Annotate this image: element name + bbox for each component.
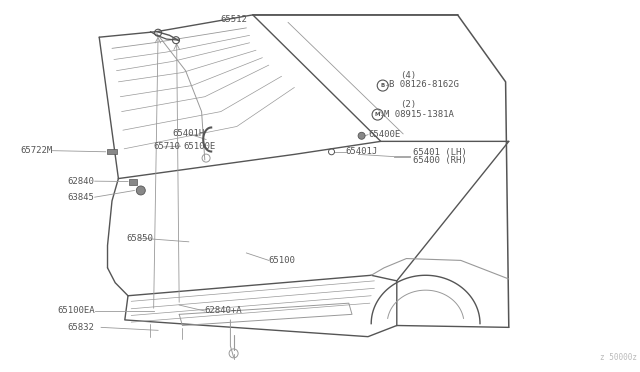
Text: (4): (4) xyxy=(400,71,416,80)
Bar xyxy=(129,179,137,185)
Text: 65401J: 65401J xyxy=(346,147,378,156)
Text: 65512: 65512 xyxy=(220,15,247,24)
Text: 62840: 62840 xyxy=(68,177,95,186)
Text: 65400 (RH): 65400 (RH) xyxy=(413,156,467,165)
Text: 65850: 65850 xyxy=(126,234,153,243)
Bar xyxy=(107,149,117,154)
Text: 63845: 63845 xyxy=(68,193,95,202)
Circle shape xyxy=(136,186,145,195)
Text: 65401 (LH): 65401 (LH) xyxy=(413,148,467,157)
Text: B 08126-8162G: B 08126-8162G xyxy=(389,80,459,89)
Text: 65100E: 65100E xyxy=(184,142,216,151)
Text: 65832: 65832 xyxy=(68,323,95,332)
Text: 65710: 65710 xyxy=(154,142,180,151)
Circle shape xyxy=(358,132,365,139)
Text: (2): (2) xyxy=(400,100,416,109)
Text: 65100EA: 65100EA xyxy=(57,307,95,315)
Text: 65401H: 65401H xyxy=(173,129,205,138)
Text: 65722M: 65722M xyxy=(20,146,52,155)
Text: 62840+A: 62840+A xyxy=(205,307,243,315)
Text: M 08915-1381A: M 08915-1381A xyxy=(384,110,454,119)
Text: 65100: 65100 xyxy=(269,256,296,265)
Text: M: M xyxy=(375,112,380,117)
Text: z 50000z: z 50000z xyxy=(600,353,637,362)
Text: 65400E: 65400E xyxy=(368,130,400,139)
Text: B: B xyxy=(381,83,385,88)
